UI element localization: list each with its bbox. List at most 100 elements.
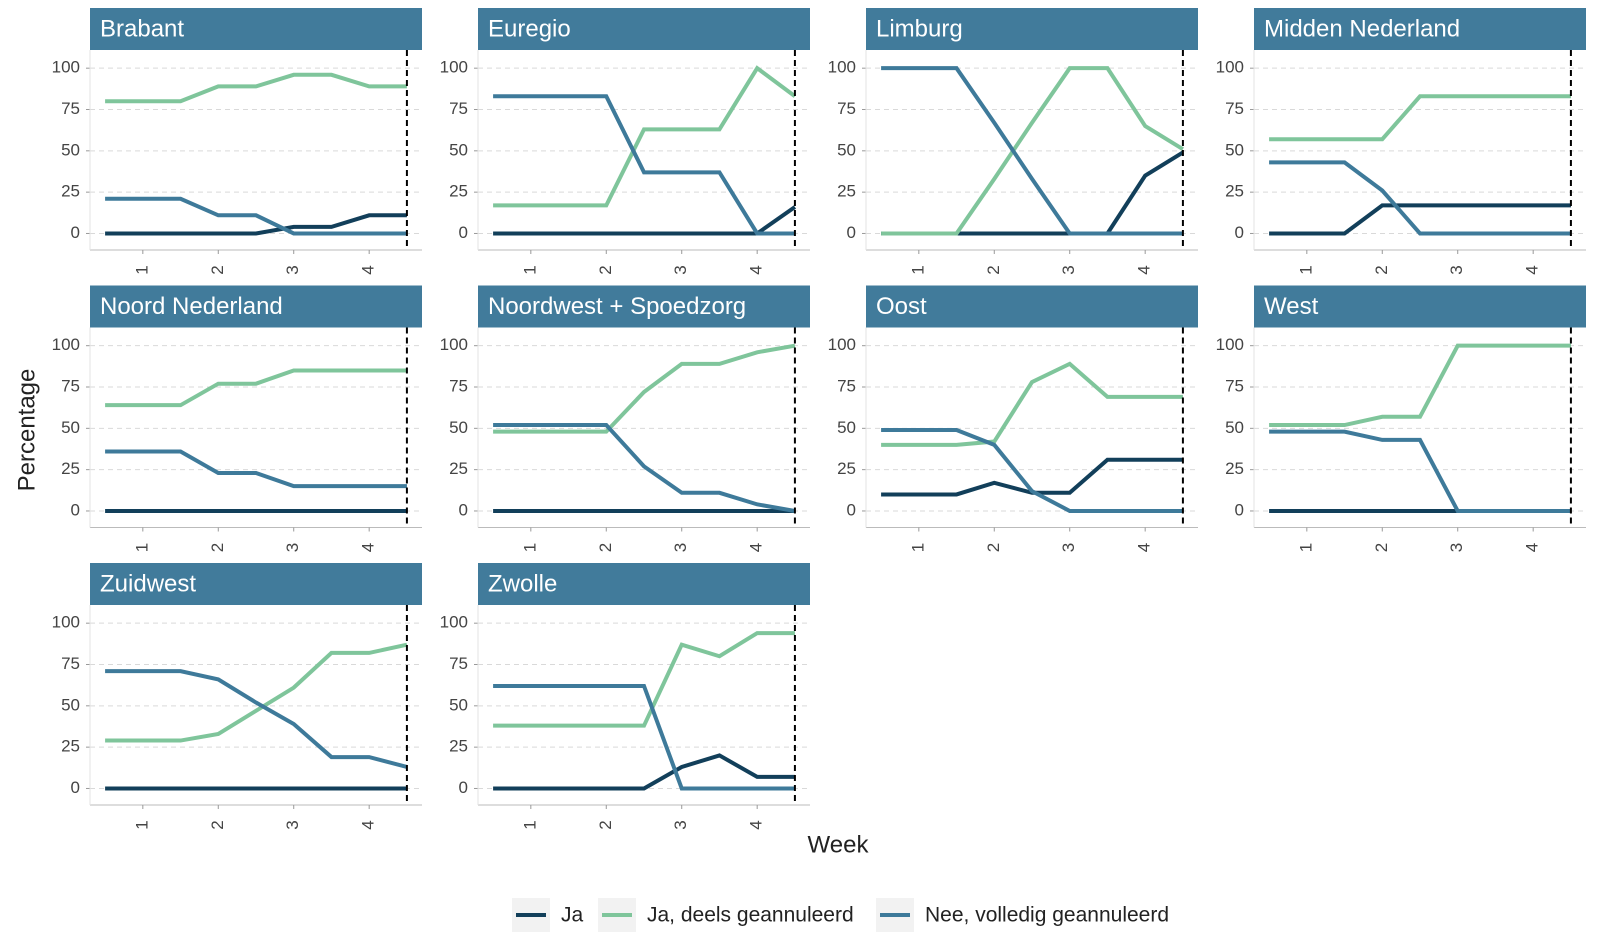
x-tick-label: 4 [1135, 543, 1154, 552]
series-line [881, 361, 1183, 447]
facet-title: Zuidwest [100, 570, 196, 597]
x-tick-label: 4 [1523, 265, 1542, 274]
series-line [1269, 429, 1571, 513]
y-tick-label: 75 [61, 376, 80, 395]
series-line [105, 449, 407, 489]
y-tick-label: 75 [61, 99, 80, 118]
y-tick-label: 50 [61, 695, 80, 714]
series-line [105, 642, 408, 743]
x-tick-label: 4 [359, 820, 378, 829]
y-tick-label: 0 [847, 223, 856, 242]
y-tick-label: 25 [1225, 182, 1244, 201]
y-tick-label: 50 [837, 140, 856, 159]
x-tick-label: 2 [208, 265, 227, 274]
y-tick-label: 25 [449, 182, 468, 201]
y-tick-label: 0 [71, 223, 80, 242]
y-tick-label: 75 [449, 654, 468, 673]
y-tick-label: 50 [61, 140, 80, 159]
x-tick-label: 3 [283, 265, 302, 274]
x-tick-label: 2 [596, 543, 615, 552]
x-tick-label: 3 [1447, 265, 1466, 274]
series-line [881, 66, 1183, 236]
series-line [105, 213, 407, 236]
series-line [105, 368, 407, 408]
series-line [1269, 94, 1571, 142]
y-tick-label: 75 [449, 376, 468, 395]
x-tick-label: 3 [1059, 265, 1078, 274]
x-tick-label: 4 [1523, 543, 1542, 552]
legend-label: Nee, volledig geannuleerd [925, 904, 1169, 927]
facet-strip [90, 563, 422, 605]
y-tick-label: 100 [52, 613, 80, 632]
y-tick-label: 25 [61, 182, 80, 201]
facet-strip [478, 285, 810, 328]
y-tick-label: 50 [449, 140, 468, 159]
x-tick-label: 1 [132, 265, 151, 274]
facet-strip [866, 285, 1198, 328]
y-axis-label: Percentage [13, 369, 40, 492]
y-tick-label: 0 [459, 500, 468, 519]
facet-title: Euregio [488, 15, 571, 42]
facet-title: Noordwest + Spoedzorg [488, 293, 746, 320]
x-tick-label: 4 [359, 265, 378, 274]
y-tick-label: 50 [1225, 140, 1244, 159]
y-tick-label: 100 [828, 58, 856, 77]
y-tick-label: 0 [847, 500, 856, 519]
series-line [493, 94, 795, 236]
facet-title: Noord Nederland [100, 293, 283, 320]
x-tick-label: 3 [671, 543, 690, 552]
y-tick-label: 25 [449, 459, 468, 478]
x-tick-label: 4 [747, 820, 766, 829]
y-tick-label: 100 [52, 335, 80, 354]
series-line [493, 205, 797, 236]
x-tick-label: 3 [671, 265, 690, 274]
x-tick-label: 3 [1059, 543, 1078, 552]
series-line [493, 423, 796, 513]
facet-title: Midden Nederland [1264, 15, 1460, 42]
x-tick-label: 1 [1296, 265, 1315, 274]
series-line [881, 427, 1183, 513]
y-tick-label: 0 [1235, 223, 1244, 242]
x-tick-label: 3 [1447, 543, 1466, 552]
x-tick-label: 1 [1296, 543, 1315, 552]
x-tick-label: 1 [908, 265, 927, 274]
y-tick-label: 75 [1225, 376, 1244, 395]
y-tick-label: 25 [837, 459, 856, 478]
legend-label: Ja, deels geannuleerd [647, 904, 854, 927]
x-tick-label: 4 [1135, 265, 1154, 274]
y-tick-label: 100 [1216, 335, 1244, 354]
facet-title: West [1264, 293, 1319, 320]
y-tick-label: 50 [837, 418, 856, 437]
facet-strip [90, 8, 422, 50]
y-tick-label: 75 [61, 654, 80, 673]
y-tick-label: 25 [61, 459, 80, 478]
y-tick-label: 100 [828, 335, 856, 354]
y-tick-label: 75 [837, 376, 856, 395]
facet-strip [866, 8, 1198, 50]
y-tick-label: 50 [1225, 418, 1244, 437]
x-tick-label: 4 [747, 265, 766, 274]
x-tick-label: 1 [132, 543, 151, 552]
x-tick-label: 2 [208, 820, 227, 829]
series-line [493, 631, 795, 728]
y-tick-label: 0 [1235, 500, 1244, 519]
facet-strip [478, 8, 810, 50]
x-tick-label: 1 [520, 265, 539, 274]
y-tick-label: 50 [61, 418, 80, 437]
y-tick-label: 100 [440, 58, 468, 77]
facet-strip [478, 563, 810, 605]
series-line [105, 196, 407, 236]
x-tick-label: 3 [671, 820, 690, 829]
y-tick-label: 25 [449, 737, 468, 756]
y-tick-label: 25 [837, 182, 856, 201]
series-line [493, 65, 797, 208]
y-tick-label: 0 [459, 223, 468, 242]
series-line [105, 669, 408, 769]
y-tick-label: 100 [440, 613, 468, 632]
y-tick-label: 25 [61, 737, 80, 756]
series-line [881, 150, 1184, 236]
facet-strip [1254, 285, 1586, 328]
facet-strip [1254, 8, 1586, 50]
facet-strip [90, 285, 422, 328]
